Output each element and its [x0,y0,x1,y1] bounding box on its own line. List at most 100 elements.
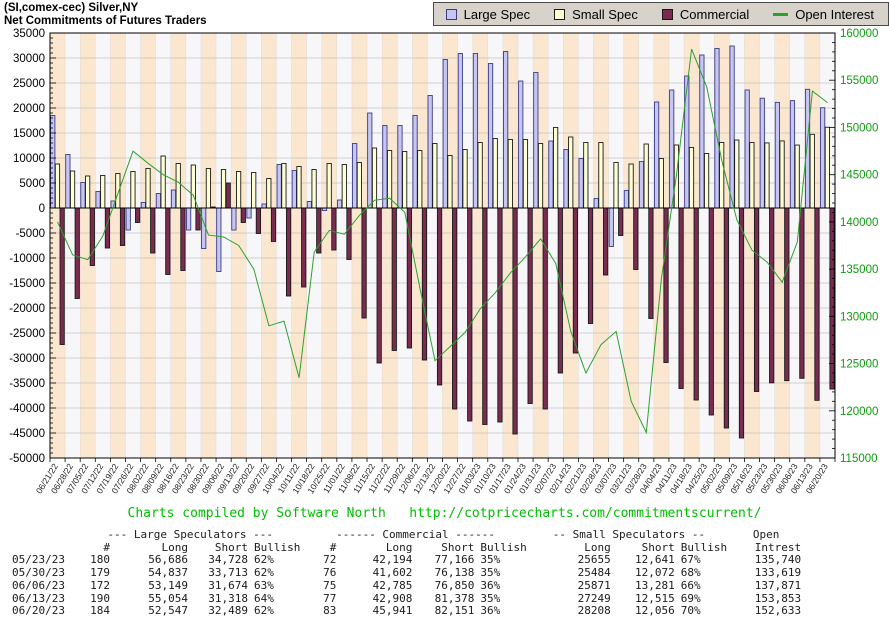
svg-text:-15000: -15000 [9,278,45,290]
svg-text:25000: 25000 [13,78,45,90]
table-cell-value: 55,054 [148,591,188,605]
svg-text:-25000: -25000 [9,328,45,340]
table-row: 06/20/23 184 52,547 32,489 62% 83 45,941 82,151… [10,605,803,618]
table-cell-value: 152,633 [754,604,802,618]
table-cell-value: 77 [323,591,337,605]
legend-item-large-spec: Large Spec [445,6,531,22]
table-group-header [10,529,78,542]
table-cell-value: 42,785 [372,578,413,592]
cot-chart: -50000-45000-40000-35000-30000-25000-200… [9,28,878,495]
table-cell-value: 42,908 [372,591,413,605]
table-cell-value: 54,837 [148,566,188,580]
table-cell-value: 32,489 [208,604,248,618]
table-cell-value: 53,149 [148,578,188,592]
chart-title-symbol: (SI,comex-cec) Silver,NY [4,2,139,14]
table-row: 06/06/23 172 53,149 31,674 63% 75 42,785 76,850… [10,578,803,593]
table-group-header-row: --- Large Speculators --- ------ Commerci… [10,528,803,542]
svg-text:30000: 30000 [13,53,45,65]
chart-title-subtitle: Net Commitments of Futures Traders [4,15,207,27]
table-column-header: Bullish [680,540,728,554]
table-cell-value: 62% [254,566,274,580]
table-cell-date: 06/06/23 [12,578,65,592]
table-cell-value: 52,547 [148,604,188,618]
table-column-header: Short [214,540,248,554]
svg-text:145000: 145000 [840,170,878,182]
table-cell-value: 12,641 [635,553,675,567]
svg-text:125000: 125000 [840,359,878,371]
table-cell-value: 133,619 [754,566,802,580]
table-cell-value: 67% [680,553,701,567]
table-group-header: ------ Commercial ------ [336,528,496,541]
table-cell-value: 76 [323,566,337,580]
commercial-swatch [661,8,673,20]
table-cell-value: 180 [90,553,110,567]
svg-text:15000: 15000 [13,128,45,140]
table-cell-value: 62% [254,604,274,618]
legend-label: Open Interest [795,6,874,22]
table-cell-value: 41,602 [372,566,413,580]
svg-text:135000: 135000 [840,264,878,276]
bars-layer [50,45,835,439]
svg-text:140000: 140000 [840,217,878,229]
bars-commercial [59,182,835,439]
table-cell-value: 35% [480,591,501,605]
svg-text:-10000: -10000 [9,253,45,265]
table-cell-value: 36% [480,578,501,592]
bars-small-spec [54,126,830,209]
svg-text:-50000: -50000 [9,453,45,465]
table-column-header: Intrest [754,540,802,554]
table-cell-value: 63% [254,578,274,592]
svg-text:120000: 120000 [840,406,878,418]
svg-text:20000: 20000 [13,103,45,115]
footer-credit: Charts compiled by Software North http:/… [0,506,889,521]
table-column-header: Bullish [254,540,301,554]
table-cell-value: 82,151 [434,604,475,618]
footer-url-link[interactable]: http://cotpricecharts.com/commitmentscur… [409,506,762,521]
footer-credit-text: Charts compiled by Software North [127,506,386,521]
table-group-header: -- Small Speculators -- [552,528,706,541]
table-cell-value: 77,166 [434,553,475,567]
table-cell-value: 76,850 [434,578,475,592]
cot-data-table: --- Large Speculators --- ------ Commerci… [10,528,803,618]
table-cell-date: 06/20/23 [12,604,65,618]
legend-item-open-interest: Open Interest [773,7,874,22]
svg-text:-20000: -20000 [9,303,45,315]
legend-item-commercial: Commercial [661,6,750,22]
small-spec-swatch [554,8,566,20]
legend-label: Commercial [679,6,750,22]
table-cell-value: 13,281 [635,578,675,592]
table-cell-value: 34,728 [208,553,248,567]
legend-label: Large Spec [463,6,531,22]
svg-text:-35000: -35000 [9,378,45,390]
svg-text:5000: 5000 [19,178,45,190]
table-column-header: Bullish [480,540,527,554]
chart-area: -50000 -45000 -40000 -35000 -30000 -25000 -200… [9,28,878,495]
table-cell-value: 35% [480,566,501,580]
table-cell-value: 70% [680,604,701,618]
svg-text:-40000: -40000 [9,403,45,415]
table-cell-value: 184 [90,604,110,618]
table-column-header: Short [441,540,475,554]
table-cell-value: 12,072 [635,566,675,580]
x-axis-labels: 06/21/2206/28/2207/05/2207/12/2207/19/22… [34,458,836,495]
table-cell-value: 81,378 [434,591,475,605]
table-cell-value: 190 [90,591,110,605]
table-cell-value: 64% [254,591,274,605]
table-cell-value: 179 [90,566,110,580]
table-cell-value: 25871 [577,578,611,592]
table-cell-value: 31,674 [208,578,248,592]
table-cell-value: 25655 [577,553,611,567]
table-cell-value: 66% [680,578,701,592]
table-cell-value: 135,740 [754,553,802,567]
table-row: 06/13/23 190 55,054 31,318 64% 77 42,908 81,378… [10,591,803,606]
large-spec-swatch [445,8,457,20]
table-column-header: # [103,540,110,554]
table-cell-value: 62% [254,553,274,567]
chart-title-block: (SI,comex-cec) Silver,NY Net Commitments… [4,2,207,28]
table-cell-value: 56,686 [148,553,188,567]
table-cell-value: 137,871 [754,578,802,592]
svg-text:160000: 160000 [840,28,878,40]
svg-text:150000: 150000 [840,122,878,134]
table-cell-date: 05/23/23 [12,553,65,567]
